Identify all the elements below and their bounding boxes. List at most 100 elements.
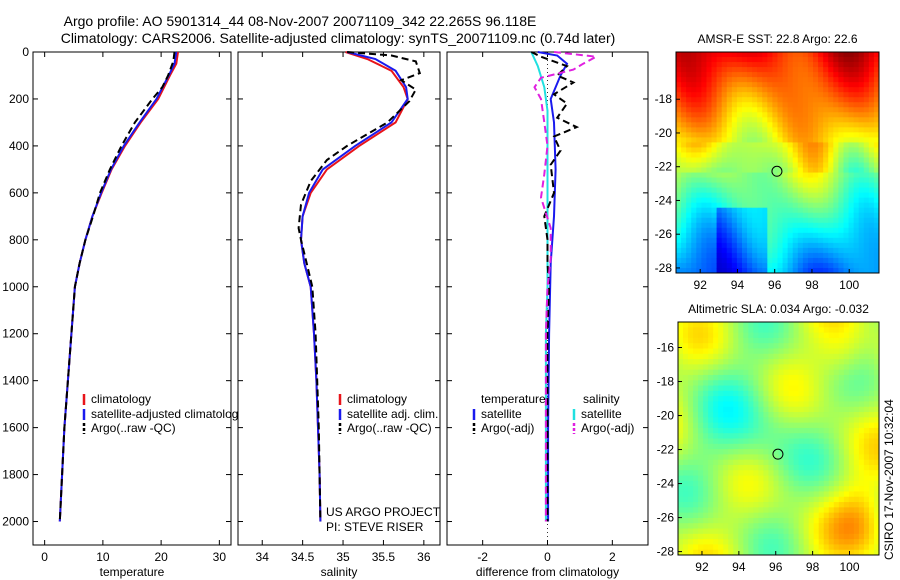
sla-cell bbox=[783, 539, 790, 546]
sst-cell bbox=[868, 127, 875, 133]
sla-cell bbox=[703, 507, 709, 514]
sla-cell bbox=[868, 412, 875, 418]
sla-cell bbox=[798, 406, 805, 413]
sst-cell bbox=[853, 187, 860, 194]
sla-cell bbox=[678, 412, 684, 418]
sst-cell bbox=[747, 152, 753, 159]
sla-cell bbox=[798, 459, 805, 466]
sst-cell bbox=[828, 167, 834, 174]
sst-cell bbox=[797, 52, 804, 58]
sla-cell bbox=[718, 327, 724, 334]
sla-cell bbox=[803, 443, 810, 450]
sla-cell bbox=[773, 486, 780, 493]
sst-cell bbox=[762, 187, 768, 194]
sst-cell bbox=[706, 242, 713, 249]
temp-ytick-label: 400 bbox=[9, 139, 29, 153]
sla-cell bbox=[838, 528, 845, 535]
sst-cell bbox=[741, 267, 748, 273]
sla-cell bbox=[843, 507, 850, 514]
sst-cell bbox=[726, 82, 733, 88]
sla-cell bbox=[833, 533, 840, 540]
sst-cell bbox=[787, 117, 794, 123]
sla-cell bbox=[868, 390, 875, 397]
sst-cell bbox=[696, 127, 702, 133]
sla-cell bbox=[718, 528, 724, 535]
sla-cell bbox=[688, 438, 694, 445]
sla-cell bbox=[813, 412, 820, 418]
sla-cell bbox=[678, 348, 684, 355]
sla-cell bbox=[683, 480, 689, 487]
sla-cell bbox=[838, 486, 845, 493]
sst-cell bbox=[752, 127, 758, 133]
sst-cell bbox=[741, 142, 748, 149]
sla-cell bbox=[698, 449, 704, 455]
sst-cell bbox=[807, 262, 814, 269]
sst-cell bbox=[757, 202, 763, 209]
sla-cell bbox=[768, 390, 775, 397]
sla-cell bbox=[858, 412, 865, 418]
sst-cell bbox=[747, 122, 753, 128]
sla-cell bbox=[738, 396, 744, 403]
sst-cell bbox=[711, 192, 718, 199]
sla-cell bbox=[778, 417, 785, 424]
sla-cell bbox=[778, 343, 785, 350]
sst-cell bbox=[706, 237, 713, 244]
sla-cell bbox=[698, 491, 704, 498]
sla-cell bbox=[728, 496, 734, 503]
sla-cell bbox=[793, 380, 800, 387]
sla-cell bbox=[738, 512, 744, 519]
sla-cell bbox=[733, 507, 739, 514]
sla-cell bbox=[853, 496, 860, 503]
sst-cell bbox=[873, 107, 879, 113]
sst-cell bbox=[736, 182, 743, 189]
sla-cell bbox=[838, 454, 845, 461]
sst-cell bbox=[762, 227, 768, 234]
sst-cell bbox=[696, 107, 702, 113]
sla-cell bbox=[768, 343, 775, 350]
sla-cell bbox=[748, 539, 754, 546]
sla-cell bbox=[798, 380, 805, 387]
sst-cell bbox=[721, 262, 728, 269]
sla-cell bbox=[828, 401, 835, 408]
sla-cell bbox=[733, 427, 739, 434]
sst-cell bbox=[696, 132, 702, 138]
sla-cell bbox=[708, 359, 714, 365]
sst-cell bbox=[681, 112, 687, 118]
sst-cell bbox=[747, 157, 753, 164]
sla-cell bbox=[868, 512, 875, 519]
sla-cell bbox=[713, 417, 719, 424]
sla-cell bbox=[818, 374, 825, 381]
sla-cell bbox=[738, 438, 744, 445]
sst-cell bbox=[696, 167, 702, 174]
sst-cell bbox=[797, 77, 804, 83]
diff-series-2-line bbox=[530, 51, 580, 522]
sst-cell bbox=[686, 242, 692, 249]
sst-cell bbox=[686, 187, 692, 194]
sst-cell bbox=[797, 92, 804, 98]
sst-cell bbox=[736, 237, 743, 244]
sst-cell bbox=[863, 62, 870, 68]
sst-cell bbox=[858, 72, 865, 78]
sst-cell bbox=[762, 247, 768, 254]
sla-cell bbox=[678, 322, 684, 328]
sla-cell bbox=[728, 369, 734, 376]
sst-cell bbox=[767, 112, 774, 118]
sla-cell bbox=[853, 369, 860, 376]
sla-cell bbox=[683, 523, 689, 530]
sst-cell bbox=[807, 147, 814, 154]
sst-cell bbox=[787, 137, 794, 144]
sst-cell bbox=[853, 92, 860, 98]
sla-cell bbox=[698, 528, 704, 535]
sla-cell bbox=[718, 464, 724, 471]
sla-cell bbox=[748, 369, 754, 376]
sla-cell bbox=[828, 517, 835, 524]
sst-cell bbox=[696, 77, 702, 83]
sst-cell bbox=[676, 177, 682, 184]
sla-cell bbox=[873, 401, 879, 408]
sst-cell bbox=[736, 72, 743, 78]
sla-cell bbox=[728, 470, 734, 477]
sla-cell bbox=[738, 480, 744, 487]
sla-cell bbox=[853, 502, 860, 508]
sst-cell bbox=[716, 62, 723, 68]
sst-cell bbox=[706, 122, 713, 128]
